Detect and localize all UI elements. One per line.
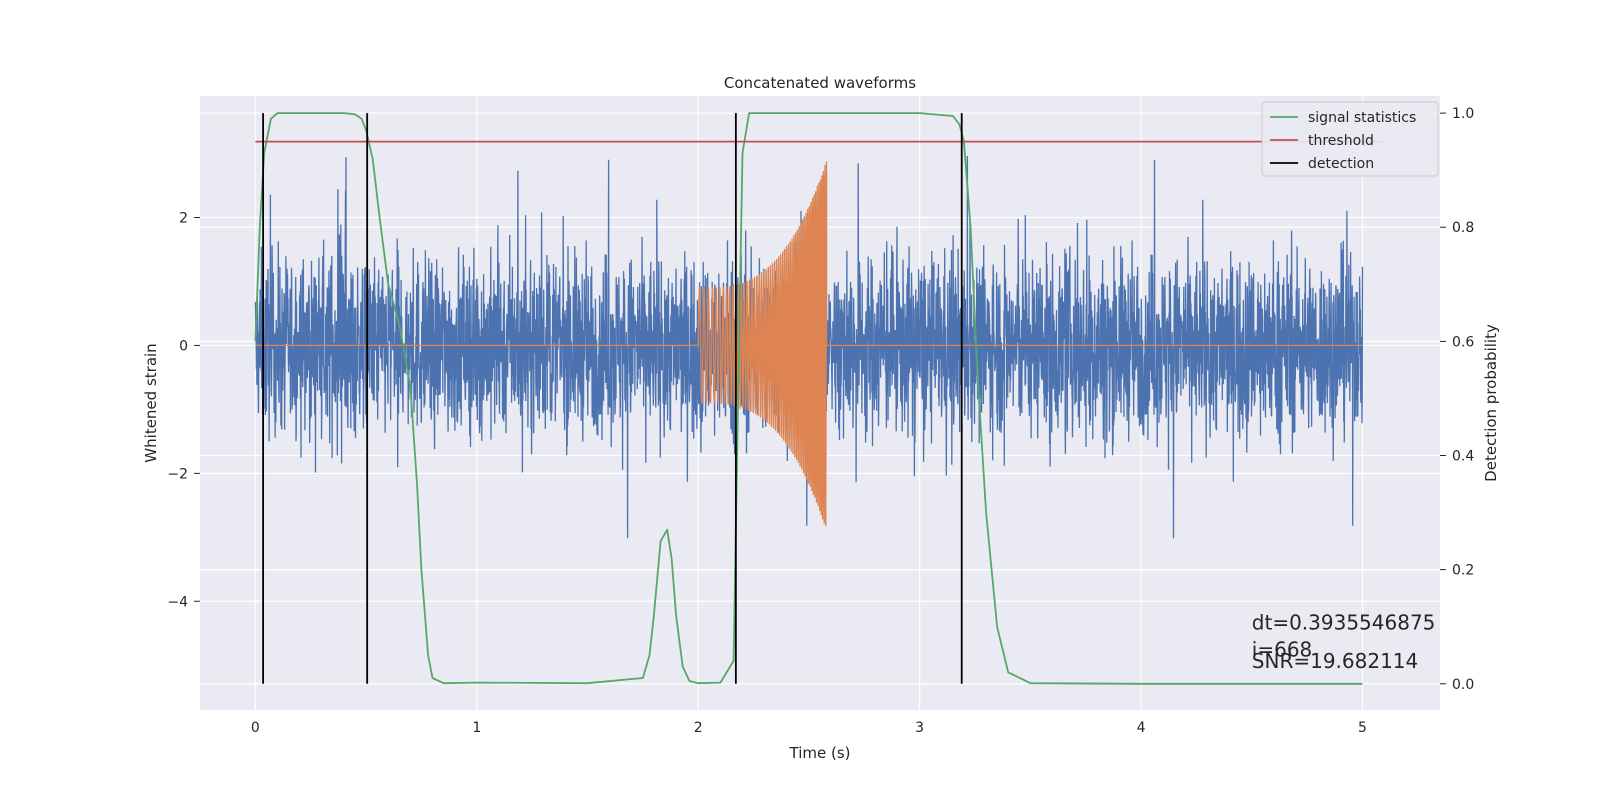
x-tick-label: 4 [1137, 720, 1146, 736]
y-tick-label: −4 [167, 594, 188, 610]
y2-tick-label: 0.0 [1452, 677, 1474, 693]
axes: 0 1 2 3 4 5 −4 −2 0 2 0.0 0.2 0.4 0.6 0.8 1.0 [167, 106, 1474, 736]
legend-label: signal statistics [1308, 110, 1416, 126]
series-detection [262, 113, 963, 684]
legend-box [1261, 101, 1439, 177]
annotation-text: SNR=19.682114 [1252, 649, 1418, 673]
legend-label: threshold [1308, 133, 1374, 149]
y2-tick-label: 0.2 [1452, 563, 1474, 579]
y2-tick-label: 0.8 [1452, 220, 1474, 236]
signal-statistics-line [254, 112, 1363, 685]
x-tick-label: 0 [251, 720, 260, 736]
y2-axis-label: Detection probability [1482, 324, 1500, 482]
y2-tick-label: 0.6 [1452, 334, 1474, 350]
y-tick-label: 2 [179, 211, 188, 227]
x-tick-label: 1 [472, 720, 481, 736]
y2-tick-label: 1.0 [1452, 106, 1474, 122]
x-tick-label: 3 [915, 720, 924, 736]
series-signal-statistics [254, 112, 1363, 685]
x-axis-label: Time (s) [789, 744, 851, 762]
legend-label: detection [1308, 156, 1374, 172]
chart-title: Concatenated waveforms [724, 74, 916, 92]
series-template [255, 161, 1363, 527]
annotation-text: i=668 [1252, 637, 1313, 661]
legend: signal statistics threshold detection [1261, 101, 1439, 177]
annotation-text: dt=0.3935546875 [1252, 611, 1436, 635]
template-line [255, 161, 1363, 527]
y-axis-label: Whitened strain [142, 343, 160, 462]
x-tick-label: 5 [1358, 720, 1367, 736]
y2-tick-label: 0.4 [1452, 448, 1474, 464]
y-tick-label: 0 [179, 338, 188, 354]
y-tick-label: −2 [167, 466, 188, 482]
x-tick-label: 2 [694, 720, 703, 736]
